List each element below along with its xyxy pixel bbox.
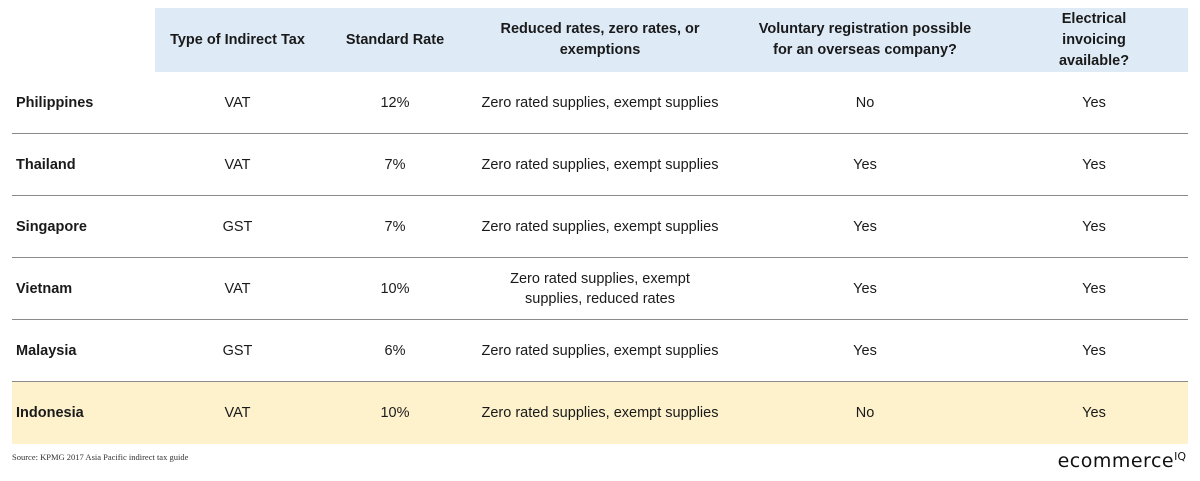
header-background bbox=[155, 8, 1188, 72]
rate-cell: 10% bbox=[380, 405, 410, 421]
rate-cell: 7% bbox=[384, 157, 406, 173]
reduced-cell: Zero rated supplies, exempt supplies bbox=[481, 343, 719, 359]
country-cell: Indonesia bbox=[16, 405, 84, 421]
table-row: Malaysia GST 6% Zero rated supplies, exe… bbox=[12, 320, 1188, 382]
reduced-cell: Zero rated supplies, exempt supplies, re… bbox=[510, 271, 690, 307]
header-electronic-invoicing: Electrical invoicing available? bbox=[1058, 10, 1130, 69]
tax-type-cell: GST bbox=[222, 343, 253, 359]
tax-type-cell: VAT bbox=[224, 157, 251, 173]
voluntary-cell: Yes bbox=[853, 219, 877, 235]
invoicing-cell: Yes bbox=[1082, 219, 1106, 235]
invoicing-cell: Yes bbox=[1082, 343, 1106, 359]
logo-text: ecommerce bbox=[1057, 450, 1175, 472]
row-divider bbox=[12, 381, 1188, 382]
invoicing-cell: Yes bbox=[1082, 157, 1106, 173]
rate-cell: 12% bbox=[380, 95, 410, 111]
table-row: Thailand VAT 7% Zero rated supplies, exe… bbox=[12, 134, 1188, 196]
header-standard-rate: Standard Rate bbox=[345, 31, 445, 48]
tax-type-cell: GST bbox=[222, 219, 253, 235]
tax-type-cell: VAT bbox=[224, 281, 251, 297]
tax-type-cell: VAT bbox=[224, 95, 251, 111]
header-country bbox=[12, 8, 155, 72]
header-tax-type: Type of Indirect Tax bbox=[170, 31, 305, 48]
country-cell: Malaysia bbox=[16, 343, 77, 359]
reduced-cell: Zero rated supplies, exempt supplies bbox=[481, 95, 719, 111]
rate-cell: 7% bbox=[384, 219, 406, 235]
country-cell: Thailand bbox=[16, 157, 76, 173]
row-divider bbox=[12, 133, 1188, 134]
row-divider bbox=[12, 195, 1188, 196]
ecommerceiq-logo: ecommerceIQ bbox=[1058, 450, 1186, 472]
row-divider bbox=[12, 319, 1188, 320]
country-cell: Singapore bbox=[16, 219, 87, 235]
rate-cell: 6% bbox=[384, 343, 406, 359]
country-cell: Philippines bbox=[16, 95, 94, 111]
voluntary-cell: No bbox=[855, 405, 875, 421]
invoicing-cell: Yes bbox=[1082, 95, 1106, 111]
voluntary-cell: No bbox=[855, 95, 875, 111]
table-row: Singapore GST 7% Zero rated supplies, ex… bbox=[12, 196, 1188, 258]
source-note: Source: KPMG 2017 Asia Pacific indirect … bbox=[12, 452, 189, 462]
reduced-cell: Zero rated supplies, exempt supplies bbox=[481, 219, 719, 235]
voluntary-cell: Yes bbox=[853, 343, 877, 359]
rate-cell: 10% bbox=[380, 281, 410, 297]
table-row: Philippines VAT 12% Zero rated supplies,… bbox=[12, 72, 1188, 134]
voluntary-cell: Yes bbox=[853, 157, 877, 173]
logo-suffix: IQ bbox=[1174, 450, 1186, 463]
header-voluntary-registration: Voluntary registration possible for an o… bbox=[758, 21, 972, 58]
country-cell: Vietnam bbox=[16, 281, 73, 297]
voluntary-cell: Yes bbox=[853, 281, 877, 297]
table-row-highlighted: Indonesia VAT 10% Zero rated supplies, e… bbox=[12, 382, 1188, 444]
invoicing-cell: Yes bbox=[1082, 281, 1106, 297]
invoicing-cell: Yes bbox=[1082, 405, 1106, 421]
reduced-cell: Zero rated supplies, exempt supplies bbox=[481, 157, 719, 173]
row-divider bbox=[12, 257, 1188, 258]
table-header: Type of Indirect Tax Standard Rate Reduc… bbox=[12, 8, 1188, 72]
reduced-cell: Zero rated supplies, exempt supplies bbox=[481, 405, 719, 421]
tax-comparison-table: Type of Indirect Tax Standard Rate Reduc… bbox=[12, 8, 1188, 444]
header-reduced-rates: Reduced rates, zero rates, or exemptions bbox=[500, 21, 700, 58]
tax-type-cell: VAT bbox=[224, 405, 251, 421]
table-row: Vietnam VAT 10% Zero rated supplies, exe… bbox=[12, 258, 1188, 320]
